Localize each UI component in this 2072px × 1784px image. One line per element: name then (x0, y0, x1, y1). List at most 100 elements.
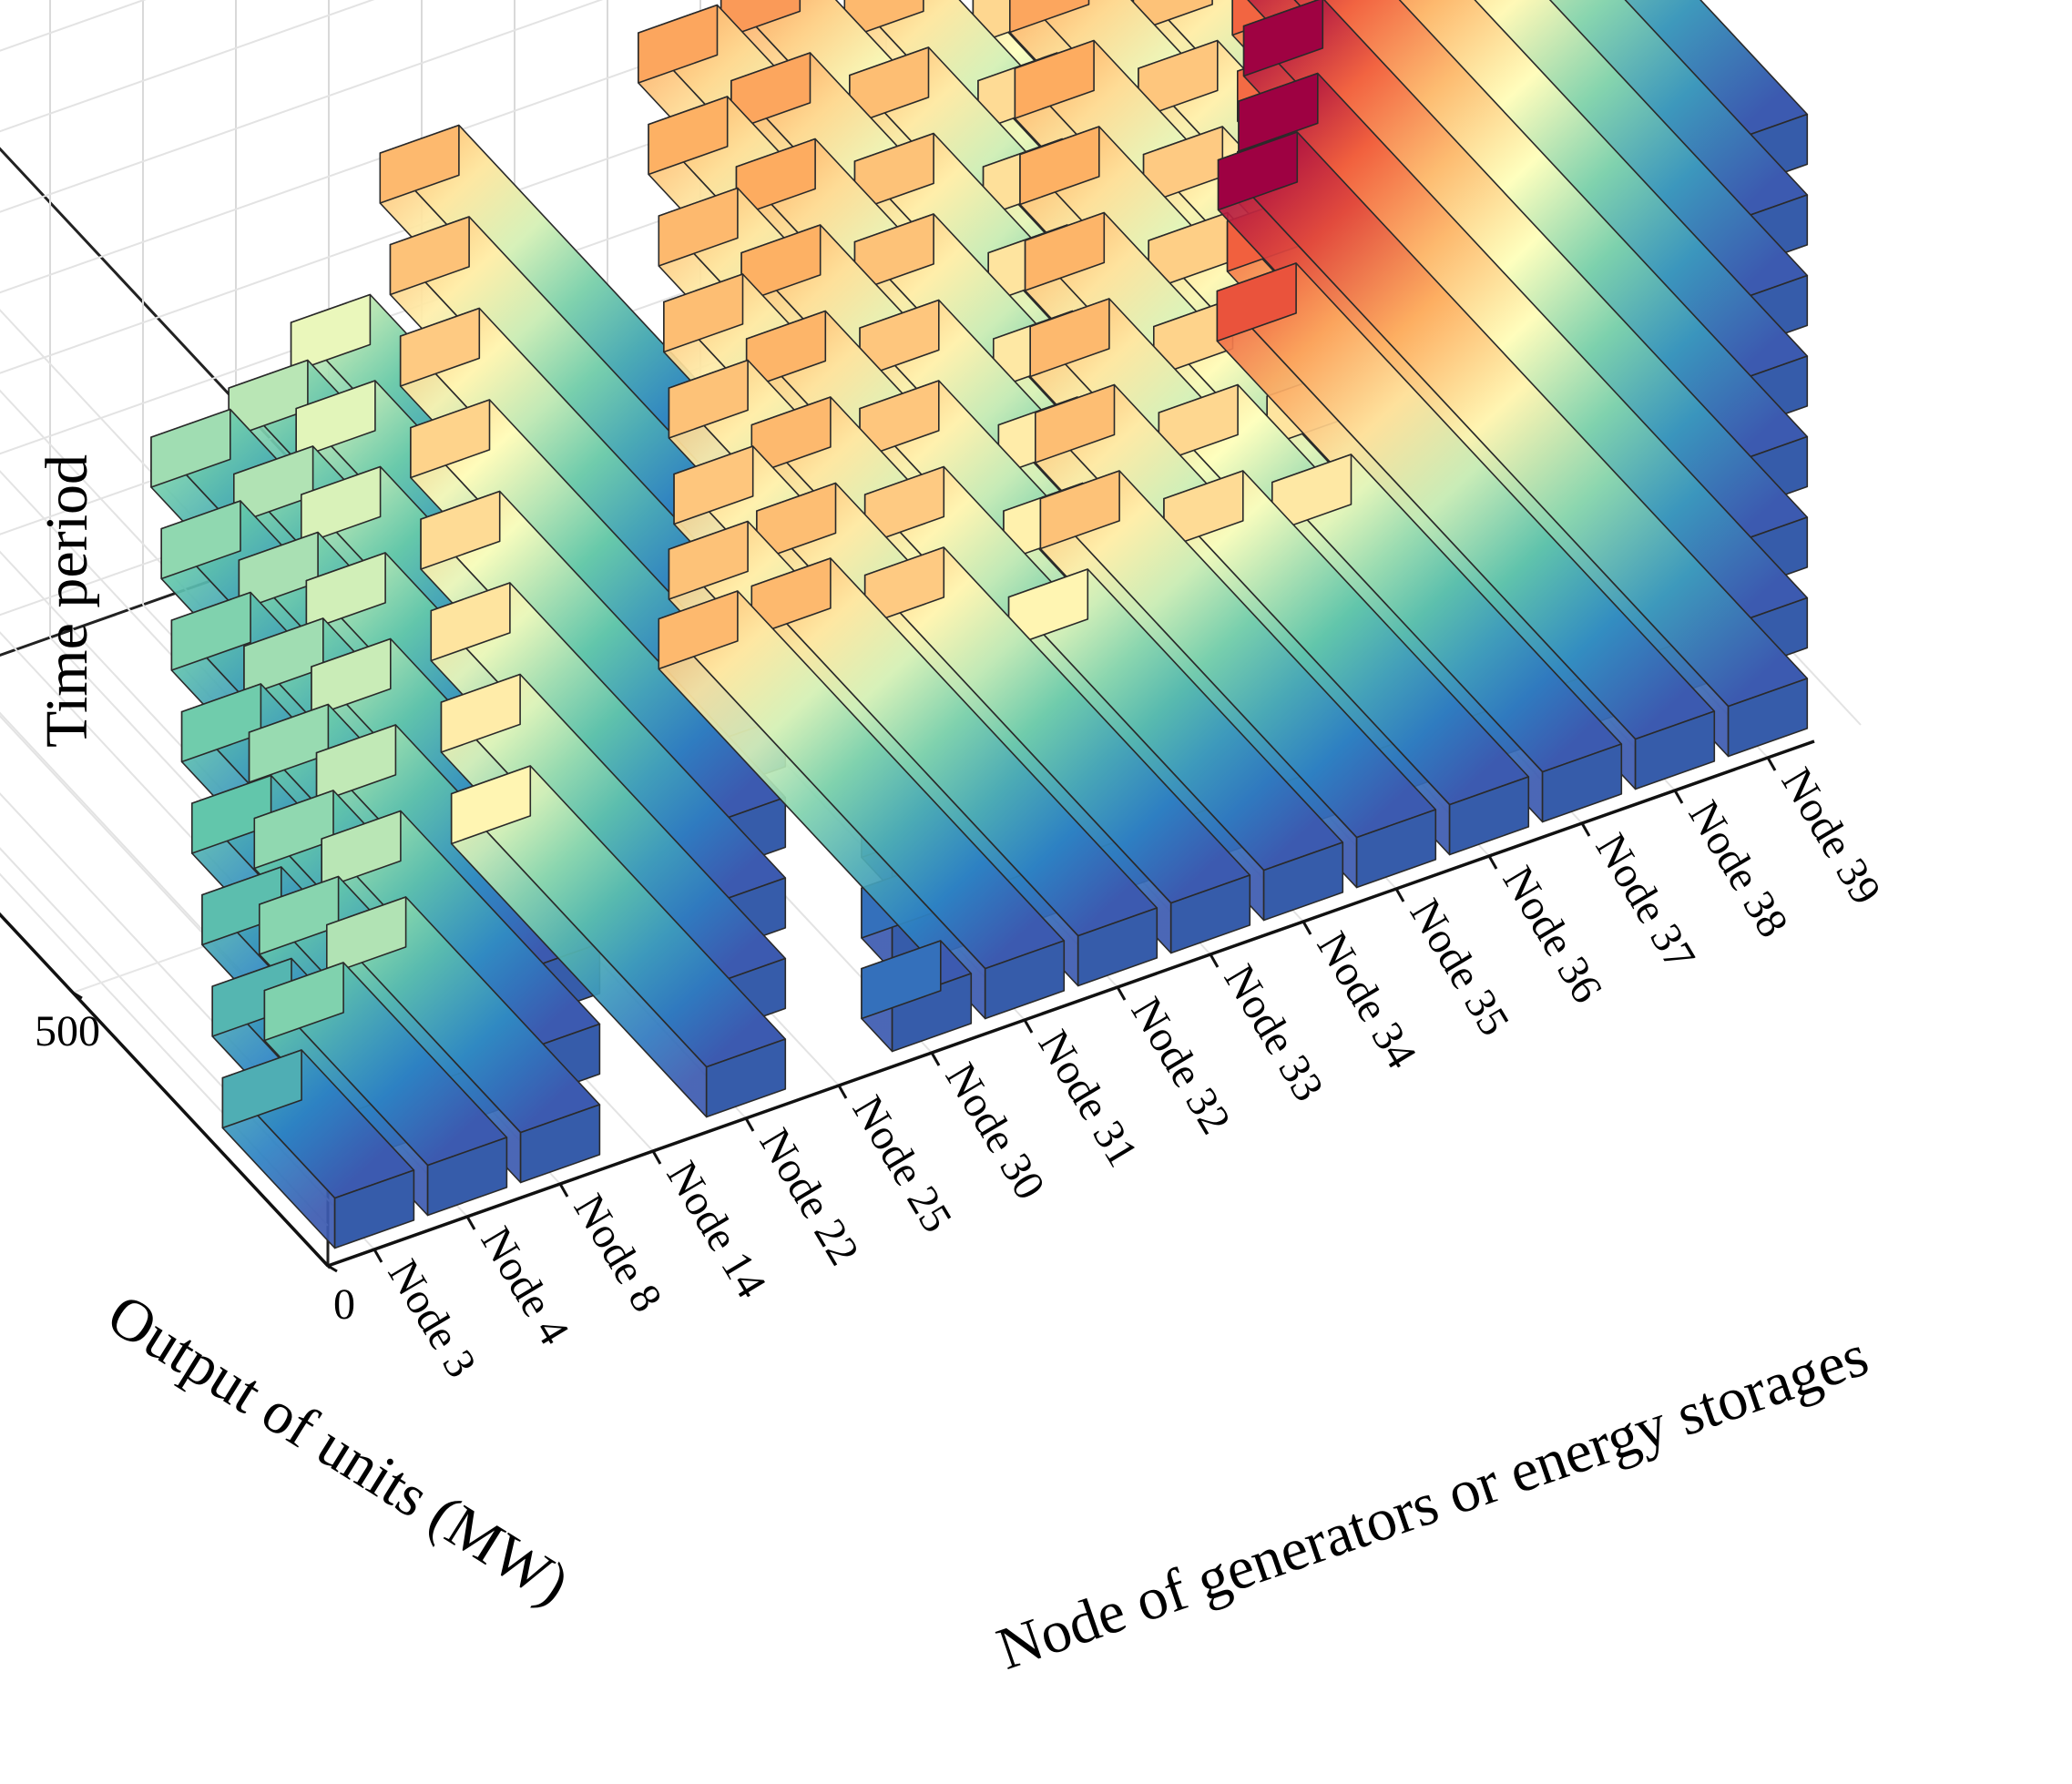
bar-end-cap (232, 445, 314, 525)
bar-end-cap (853, 213, 934, 293)
bar-end-cap (730, 52, 811, 132)
bar-end-cap (663, 273, 744, 353)
bar-end-cap (1035, 383, 1116, 464)
bar-end-cap (1217, 131, 1299, 211)
node-tick-label: Node 36 (1494, 858, 1612, 1011)
node-tick (744, 1117, 755, 1132)
bar-end-cap (325, 896, 407, 976)
bar-end-cap (1163, 470, 1244, 550)
bar-end-cap (263, 962, 344, 1042)
bar-end-cap (258, 875, 340, 955)
output-tick-label: 500 (35, 1007, 100, 1055)
output-tick-label: 0 (333, 1280, 355, 1329)
bar-end-cap (668, 359, 749, 439)
bar-end-cap (745, 310, 827, 390)
bar-end-cap (228, 359, 309, 439)
z-axis-label: Time period (34, 454, 100, 748)
bar-end-cap (1019, 126, 1100, 206)
bar-end-cap (253, 790, 334, 870)
bar-start-cap (1262, 841, 1344, 922)
bar-end-cap (673, 445, 754, 525)
node-tick-label: Node 37 (1587, 825, 1705, 978)
bar-start-cap (891, 973, 973, 1053)
node-tick (1394, 888, 1405, 902)
bar-start-cap (705, 1038, 787, 1118)
node-tick (1487, 855, 1498, 870)
bar-end-cap (1007, 568, 1089, 648)
node-tick-label: Node 8 (565, 1186, 672, 1320)
node-tick (930, 1052, 941, 1066)
node-tick (558, 1183, 569, 1198)
bar-end-cap (315, 724, 397, 804)
bar-end-cap (440, 673, 521, 753)
bars-layer (150, 0, 1809, 1249)
bar-end-cap (658, 187, 739, 267)
node-tick-label: Node 22 (750, 1120, 869, 1273)
bar-end-cap (1014, 39, 1095, 119)
bar-end-cap (1029, 298, 1110, 378)
node-tick-label: Node 34 (1308, 923, 1426, 1076)
node-tick-label: Node 14 (658, 1153, 776, 1306)
grid-line-back (0, 0, 604, 213)
bar-end-cap (750, 557, 832, 637)
bar-end-cap (668, 520, 749, 600)
bar-end-cap (1242, 0, 1324, 77)
bar-end-cap (740, 224, 822, 304)
output-tick (327, 1264, 338, 1273)
node-tick (1116, 986, 1127, 1001)
bar-end-cap (859, 380, 940, 460)
bar-end-cap (311, 637, 392, 718)
bar-end-cap (221, 1049, 302, 1129)
bar (221, 1049, 415, 1249)
bar-end-cap (861, 940, 942, 1020)
y-axis-label: Output of units (MW) (97, 1281, 580, 1618)
bar-end-cap (1271, 454, 1352, 534)
bar-end-cap (450, 765, 532, 845)
bar-end-cap (399, 307, 481, 387)
bar-end-cap (1158, 383, 1239, 464)
node-tick-label: Node 35 (1401, 891, 1519, 1044)
bar-end-cap (243, 617, 324, 698)
bar (861, 940, 973, 1053)
bar-end-cap (863, 465, 945, 545)
bar-end-cap (1216, 262, 1297, 342)
bar-end-cap (201, 866, 282, 946)
bar-end-cap (648, 96, 729, 176)
bar-start-cap (1541, 743, 1623, 823)
output-tick (72, 991, 83, 1000)
grid-line-back (0, 0, 375, 133)
bar-end-cap (389, 216, 470, 296)
node-tick (651, 1150, 662, 1165)
node-tick (1580, 822, 1591, 837)
node-tick (465, 1216, 476, 1230)
bar-end-cap (379, 124, 460, 204)
grid-line-back (0, 0, 832, 294)
bar-end-cap (191, 774, 272, 854)
bar-start-cap (1727, 678, 1809, 758)
bar-end-cap (638, 4, 719, 84)
node-tick (1023, 1019, 1034, 1034)
bar-end-cap (238, 531, 319, 611)
node-tick-label: Node 32 (1122, 989, 1240, 1142)
node-tick-label: Node 38 (1679, 792, 1798, 945)
bar-end-cap (750, 396, 832, 476)
node-tick (1209, 953, 1220, 968)
bar-end-cap (305, 552, 386, 632)
node-tick (373, 1249, 383, 1263)
node-tick (837, 1085, 848, 1099)
bar-end-cap (853, 132, 934, 212)
bar-end-cap (1009, 0, 1090, 34)
bar-end-cap (150, 408, 231, 488)
x-axis-label: Node of generators or energy storages (989, 1322, 1876, 1683)
node-tick (1301, 921, 1312, 935)
bar-start-cap (426, 1137, 508, 1217)
bar-start-cap (519, 1104, 601, 1184)
bar-end-cap (735, 138, 816, 218)
bar-end-cap (849, 46, 930, 127)
bar-start-cap (984, 940, 1066, 1020)
bar-end-cap (180, 683, 262, 763)
bar-end-cap (300, 465, 382, 545)
node-tick (1766, 757, 1777, 771)
bar-end-cap (170, 591, 251, 671)
